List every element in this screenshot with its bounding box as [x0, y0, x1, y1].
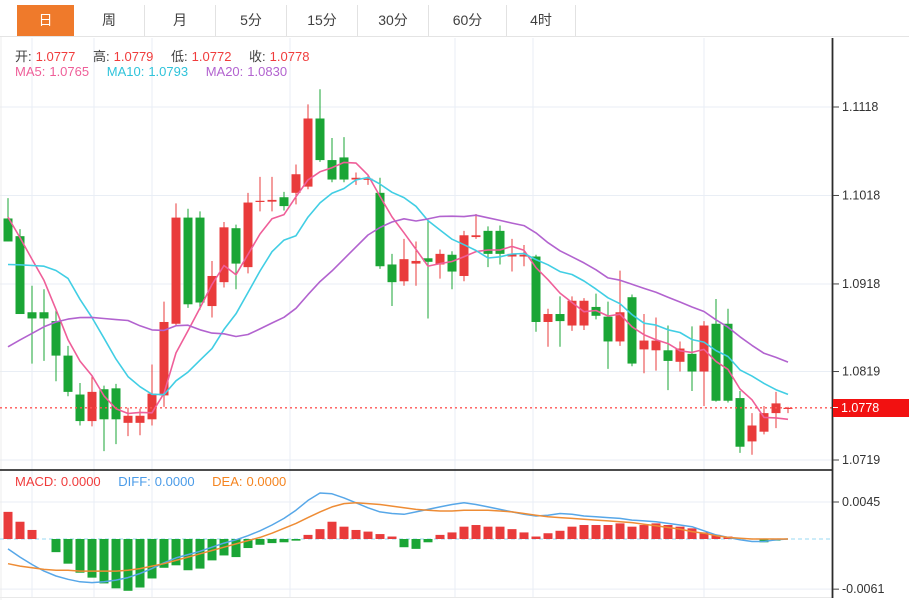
diff-line	[7, 492, 789, 584]
diff-label: DIFF:	[118, 474, 151, 489]
ma5-value: 1.0765	[49, 64, 90, 79]
diff-value: 0.0000	[154, 474, 195, 489]
close-value: 1.0778	[269, 49, 310, 64]
ma20-label: MA20:	[205, 64, 244, 79]
open-value: 1.0777	[35, 49, 76, 64]
ma-values-bar: MA5: 1.0765 MA10: 1.0793 MA20: 1.0830	[15, 64, 291, 79]
ma10-value: 1.0793	[148, 64, 189, 79]
macd-values-bar: MACD: 0.0000 DIFF: 0.0000 DEA: 0.0000	[15, 474, 290, 489]
macd-label: MACD:	[15, 474, 57, 489]
axis-tick-label: -0.0061	[842, 582, 884, 596]
low-value: 1.0772	[191, 49, 232, 64]
dea-value: 0.0000	[246, 474, 287, 489]
ma5-label: MA5:	[15, 64, 46, 79]
high-value: 1.0779	[113, 49, 154, 64]
tab-timeframe-6[interactable]: 30分	[358, 5, 429, 36]
high-label: 高:	[93, 49, 110, 64]
axis-tick-label: 1.0918	[842, 277, 880, 291]
ma20-value: 1.0830	[247, 64, 288, 79]
quote-bar: 开: 1.0777 高: 1.0779 低: 1.0772 收: 1.0778	[15, 46, 313, 65]
axis-tick-label: 1.0719	[842, 453, 880, 467]
macd-value: 0.0000	[60, 474, 101, 489]
axis-tick-label: 0.0045	[842, 495, 880, 509]
tab-timeframe-1[interactable]: 日	[17, 5, 74, 36]
current-price-tag: 1.0778	[833, 399, 909, 417]
axis-tick-label: 1.1118	[842, 100, 878, 114]
dea-line	[7, 502, 788, 572]
axis-tick-label: 1.1018	[842, 188, 880, 202]
tab-timeframe-5[interactable]: 15分	[287, 5, 358, 36]
tab-timeframe-4[interactable]: 5分	[216, 5, 287, 36]
open-label: 开:	[15, 49, 32, 64]
tab-timeframe-7[interactable]: 60分	[429, 5, 507, 36]
axis-tick-label: 1.0819	[842, 365, 880, 379]
axis-labels: 1.1118 1.1018 1.0918 1.0819 1.0719 0.0045 -0.0…	[833, 100, 884, 596]
tab-timeframe-8[interactable]: 4时	[507, 5, 576, 36]
low-label: 低:	[171, 49, 188, 64]
candles-layer	[3, 89, 793, 455]
dea-label: DEA:	[212, 474, 243, 489]
ma5-line	[7, 161, 789, 421]
ma20-line	[7, 214, 789, 363]
ma10-line	[7, 176, 789, 396]
tab-timeframe-3[interactable]: 月	[145, 5, 216, 36]
tab-timeframe-2[interactable]: 周	[74, 5, 145, 36]
timeframe-tabbar: 日周月 5分 15分 30分 60分 4时	[0, 0, 909, 37]
close-label: 收:	[249, 49, 266, 64]
ma10-label: MA10:	[106, 64, 145, 79]
